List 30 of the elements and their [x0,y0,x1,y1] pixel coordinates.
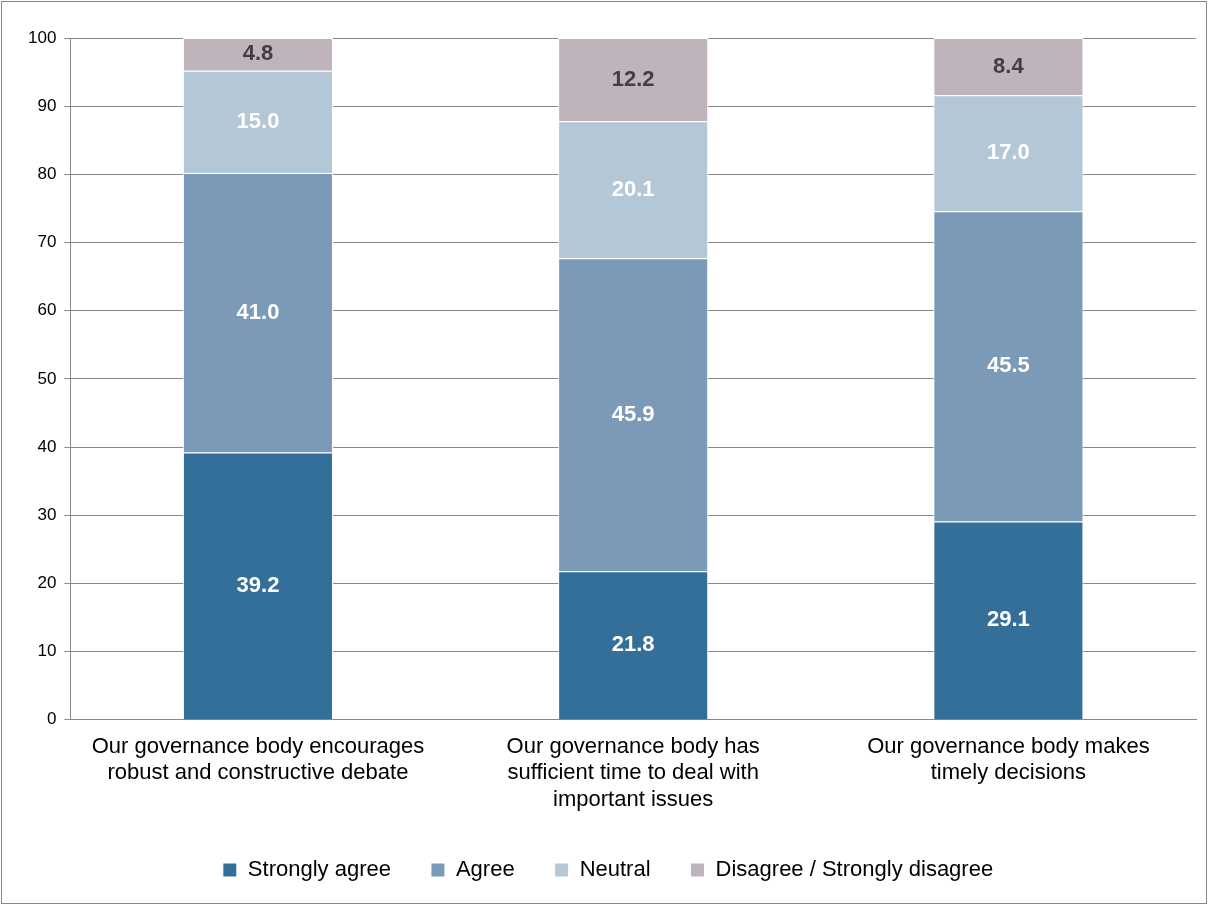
data-label: 45.5 [986,352,1030,378]
legend-label: Strongly agree [247,856,391,882]
data-label: 4.8 [242,40,274,66]
data-label: 41.0 [236,298,280,324]
y-tick-label: 40 [37,436,57,456]
data-label: 39.2 [236,571,280,597]
y-tick-label: 70 [37,232,57,252]
data-label: 20.1 [611,175,655,201]
data-label: 8.4 [993,52,1025,78]
x-tick-label: Our governance body has sufficient time to deal with important issues [506,733,760,811]
y-tick-label: 30 [37,504,57,524]
y-tick-label: 90 [37,95,57,115]
legend-label: Disagree / Strongly disagree [715,856,994,882]
y-tick-label: 0 [46,709,57,729]
data-label: 45.9 [611,400,655,426]
y-tick-label: 20 [37,573,57,593]
y-tick-label: 60 [37,300,57,320]
legend-label: Neutral [579,856,651,882]
y-tick-label: 100 [27,27,57,47]
data-label: 15.0 [236,107,280,133]
data-label: 29.1 [986,606,1030,632]
x-tick-label: Our governance body encourages robust and constructive debate [91,733,425,785]
data-label: 17.0 [986,139,1030,165]
y-tick-label: 80 [37,164,57,184]
data-label: 12.2 [611,65,655,91]
legend-label: Agree [455,856,515,882]
data-label: 21.8 [611,631,655,657]
x-tick-label: Our governance body makes timely decisions [867,733,1150,785]
y-tick-label: 50 [37,368,57,388]
y-tick-label: 10 [37,641,57,661]
